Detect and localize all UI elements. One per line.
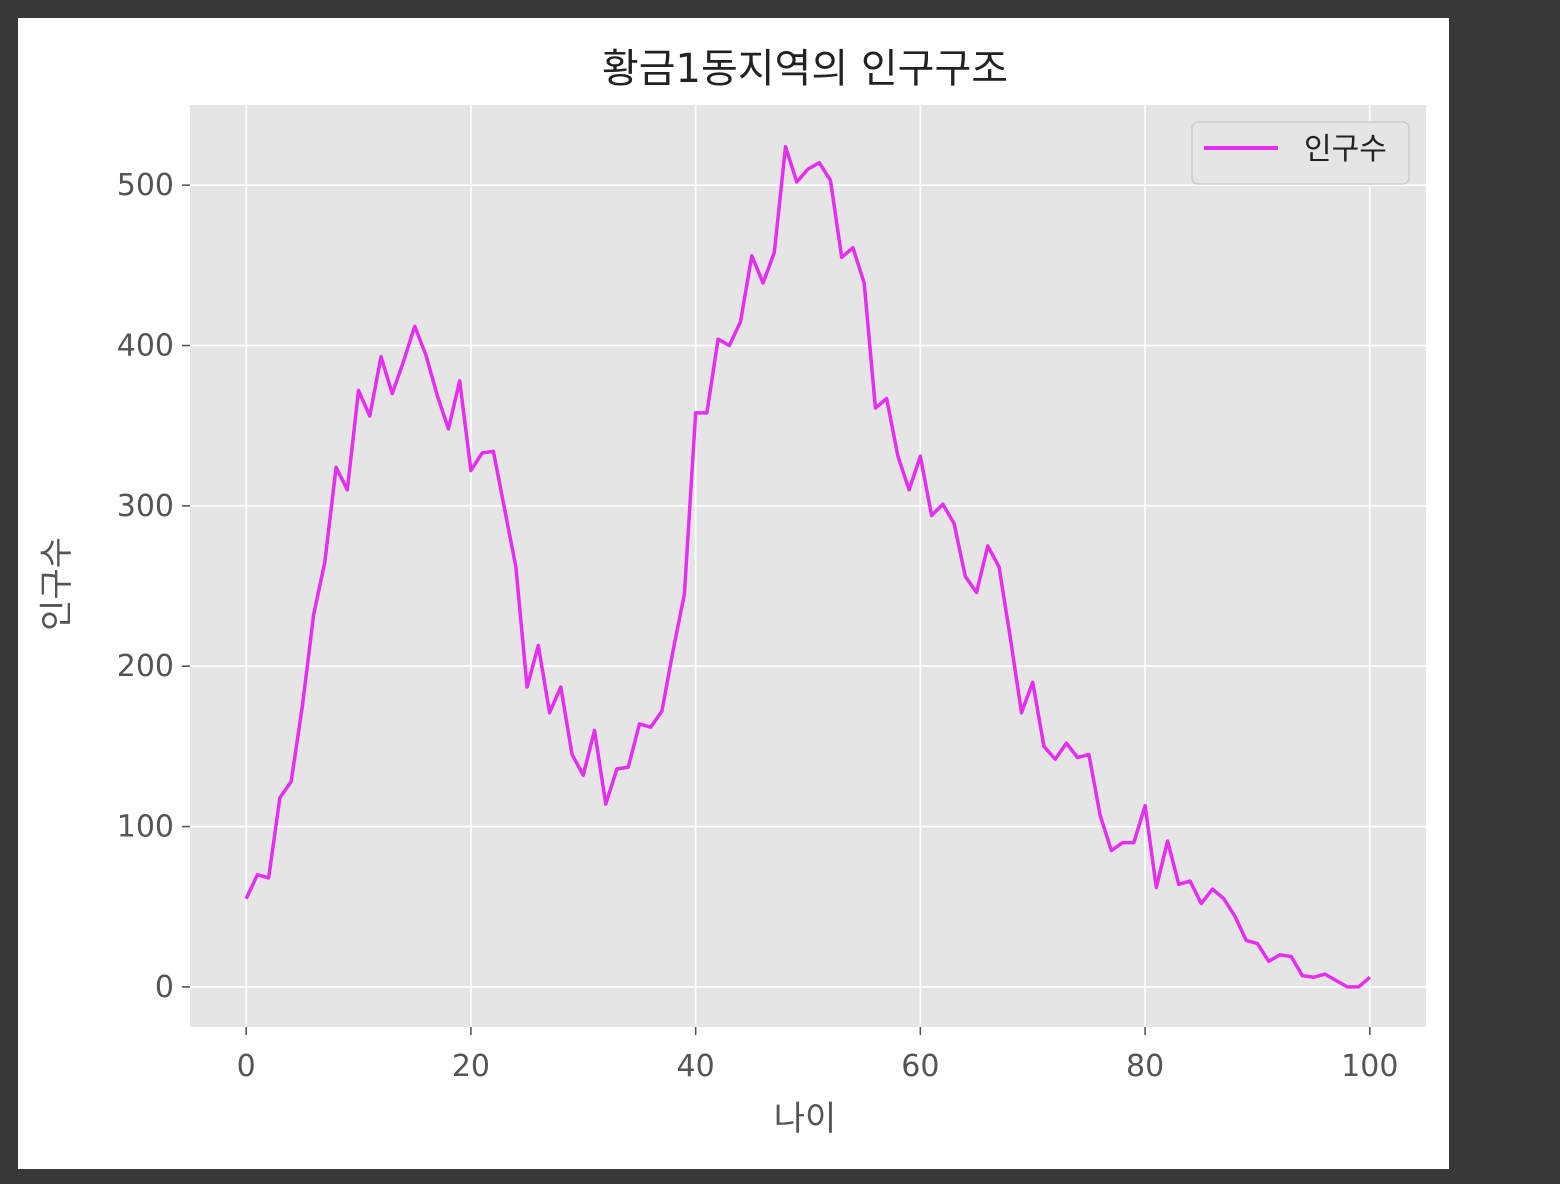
axis-ticks: 0 20 40 60 80 100 0 100 200 300 400 500 [117, 168, 1399, 1084]
y-tick-label: 100 [117, 810, 174, 845]
chart-title: 황금1동지역의 인구구조 [602, 46, 1008, 92]
legend-label: 인구수 [1304, 132, 1387, 167]
legend-box [1191, 121, 1410, 185]
grid-lines [190, 105, 1426, 1027]
y-tick-label: 400 [117, 329, 174, 364]
x-tick-label: 40 [677, 1049, 715, 1084]
x-tick-label: 0 [237, 1049, 256, 1084]
chart-figure: 황금1동지역의 인구구조 0 20 40 60 80 100 0 100 200 300 400 50… [18, 18, 1449, 1169]
series-line [244, 144, 1371, 989]
legend: 인구수 [1191, 121, 1410, 185]
x-tick-label: 60 [901, 1049, 939, 1084]
series-layer [244, 144, 1371, 989]
x-tick-label: 20 [452, 1049, 490, 1084]
x-axis-title: 나이 [774, 1099, 837, 1139]
y-tick-label: 500 [117, 168, 174, 203]
x-tick-label: 80 [1126, 1049, 1164, 1084]
x-tick-label: 100 [1341, 1049, 1398, 1084]
plot-area [190, 105, 1426, 1027]
y-tick-label: 200 [117, 649, 174, 684]
y-tick-label: 300 [117, 489, 174, 524]
y-tick-label: 0 [155, 970, 174, 1005]
line-chart: 황금1동지역의 인구구조 0 20 40 60 80 100 0 100 200 300 400 50… [37, 46, 1426, 1139]
y-axis-title: 인구수 [37, 537, 77, 631]
